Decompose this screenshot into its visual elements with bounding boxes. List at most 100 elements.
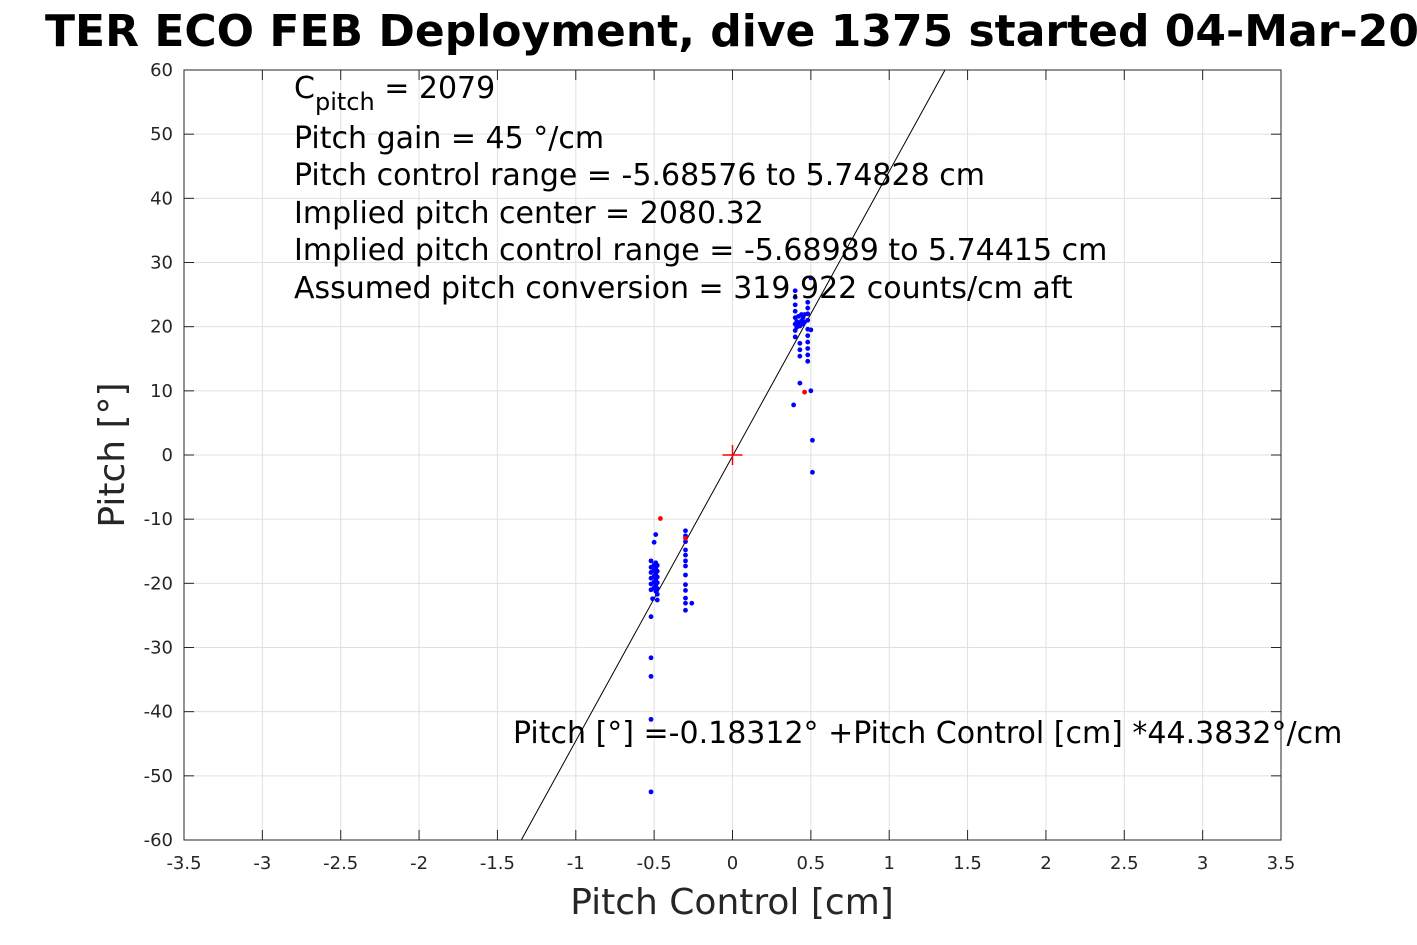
annotations: Cpitch = 2079 Pitch gain = 45 °/cm Pitch… bbox=[294, 71, 1342, 751]
data-point bbox=[805, 305, 811, 311]
y-tick-label: 20 bbox=[150, 317, 173, 338]
y-tick-label: -30 bbox=[144, 638, 173, 659]
data-point bbox=[792, 288, 798, 294]
annotation-pitch-control-range: Pitch control range = -5.68576 to 5.7482… bbox=[294, 158, 985, 193]
data-point bbox=[653, 532, 659, 537]
data-point bbox=[654, 586, 660, 591]
x-tick-label: -0.5 bbox=[637, 853, 672, 874]
data-point bbox=[792, 334, 798, 340]
data-point bbox=[683, 595, 688, 601]
chart-title: TER ECO FEB Deployment, dive 1375 starte… bbox=[45, 6, 1417, 57]
data-point bbox=[683, 558, 688, 564]
annotation-implied-range: Implied pitch control range = -5.68989 t… bbox=[294, 233, 1107, 268]
x-tick-label: -1 bbox=[567, 853, 585, 874]
data-point bbox=[810, 469, 815, 475]
y-tick-label: 50 bbox=[150, 124, 173, 145]
y-tick-label: -20 bbox=[144, 573, 173, 594]
y-tick-labels: 60 50 40 30 20 10 0 -10 -20 -30 -40 -50 -60 bbox=[144, 60, 173, 851]
data-point bbox=[792, 294, 798, 300]
data-point bbox=[797, 353, 803, 359]
data-point bbox=[683, 582, 688, 588]
data-point bbox=[808, 388, 814, 394]
ticks bbox=[183, 69, 1282, 841]
annotation-pitch-gain: Pitch gain = 45 °/cm bbox=[294, 121, 604, 156]
x-tick-label: 3 bbox=[1197, 853, 1208, 874]
data-point bbox=[805, 339, 811, 345]
data-point bbox=[648, 716, 654, 722]
data-point bbox=[654, 591, 660, 597]
x-tick-label: 2.5 bbox=[1110, 853, 1139, 874]
center-marker bbox=[722, 445, 743, 465]
x-tick-label: 0.5 bbox=[797, 853, 826, 874]
y-tick-label: -10 bbox=[144, 509, 173, 530]
data-point bbox=[648, 789, 654, 795]
y-tick-label: -40 bbox=[144, 702, 173, 723]
data-point bbox=[805, 317, 811, 323]
data-point bbox=[683, 572, 688, 578]
data-point bbox=[683, 587, 688, 593]
data-point bbox=[683, 528, 688, 534]
data-point bbox=[792, 302, 798, 308]
x-tick-label: 1.5 bbox=[953, 853, 982, 874]
data-point bbox=[648, 673, 654, 679]
x-tick-label: 3.5 bbox=[1267, 853, 1296, 874]
data-point bbox=[689, 600, 695, 606]
data-point bbox=[808, 275, 814, 281]
data-point bbox=[648, 558, 654, 564]
y-tick-label: 10 bbox=[150, 381, 173, 402]
data-point bbox=[683, 607, 688, 613]
data-point bbox=[805, 299, 811, 305]
data-point bbox=[683, 600, 688, 606]
data-point bbox=[805, 311, 811, 317]
outlier-point bbox=[683, 536, 688, 541]
data-point bbox=[808, 327, 814, 333]
data-point bbox=[650, 596, 655, 602]
data-point bbox=[797, 380, 803, 386]
data-point bbox=[648, 614, 654, 620]
data-point bbox=[651, 539, 657, 545]
outlier-point bbox=[802, 389, 807, 395]
annotation-conversion: Assumed pitch conversion = 319.922 count… bbox=[294, 271, 1073, 306]
data-point bbox=[810, 437, 815, 443]
data-point bbox=[648, 655, 654, 661]
data-point bbox=[797, 347, 803, 353]
data-point bbox=[654, 597, 660, 603]
y-tick-label: -60 bbox=[144, 830, 173, 851]
annotation-cpitch: Cpitch = 2079 bbox=[294, 71, 495, 116]
data-point bbox=[654, 580, 660, 586]
x-axis-label: Pitch Control [cm] bbox=[570, 882, 894, 923]
x-tick-label: 0 bbox=[727, 853, 738, 874]
x-tick-label: -3 bbox=[253, 853, 271, 874]
data-point bbox=[683, 547, 688, 553]
y-tick-label: 60 bbox=[150, 60, 173, 81]
y-tick-label: -50 bbox=[144, 766, 173, 787]
y-tick-label: 0 bbox=[162, 445, 173, 466]
x-tick-label: 2 bbox=[1040, 853, 1051, 874]
data-point bbox=[791, 402, 797, 408]
data-point bbox=[654, 568, 660, 574]
y-tick-label: 30 bbox=[150, 253, 173, 274]
data-point bbox=[654, 574, 660, 580]
data-point bbox=[797, 340, 803, 346]
data-points bbox=[648, 275, 815, 795]
x-tick-label: -2 bbox=[410, 853, 428, 874]
data-point bbox=[805, 358, 811, 364]
x-tick-labels: -3.5 -3 -2.5 -2 -1.5 -1 -0.5 0 0.5 1 1.5 2 2.5 3 3.5 bbox=[166, 853, 1295, 874]
data-point bbox=[683, 563, 688, 569]
outlier-point bbox=[658, 516, 663, 521]
data-point bbox=[805, 352, 811, 358]
data-point bbox=[805, 333, 811, 339]
y-axis-label: Pitch [°] bbox=[92, 382, 133, 527]
gridlines bbox=[183, 69, 1282, 841]
data-point bbox=[683, 552, 688, 558]
x-tick-label: -3.5 bbox=[166, 853, 201, 874]
data-point bbox=[805, 346, 811, 351]
x-tick-label: -2.5 bbox=[323, 853, 358, 874]
annotation-implied-center: Implied pitch center = 2080.32 bbox=[294, 196, 764, 231]
x-tick-label: -1.5 bbox=[480, 853, 515, 874]
data-point bbox=[792, 308, 798, 314]
y-tick-label: 40 bbox=[150, 188, 173, 209]
annotation-fit-equation: Pitch [°] =-0.18312° +Pitch Control [cm]… bbox=[513, 716, 1342, 751]
data-point bbox=[654, 562, 660, 568]
